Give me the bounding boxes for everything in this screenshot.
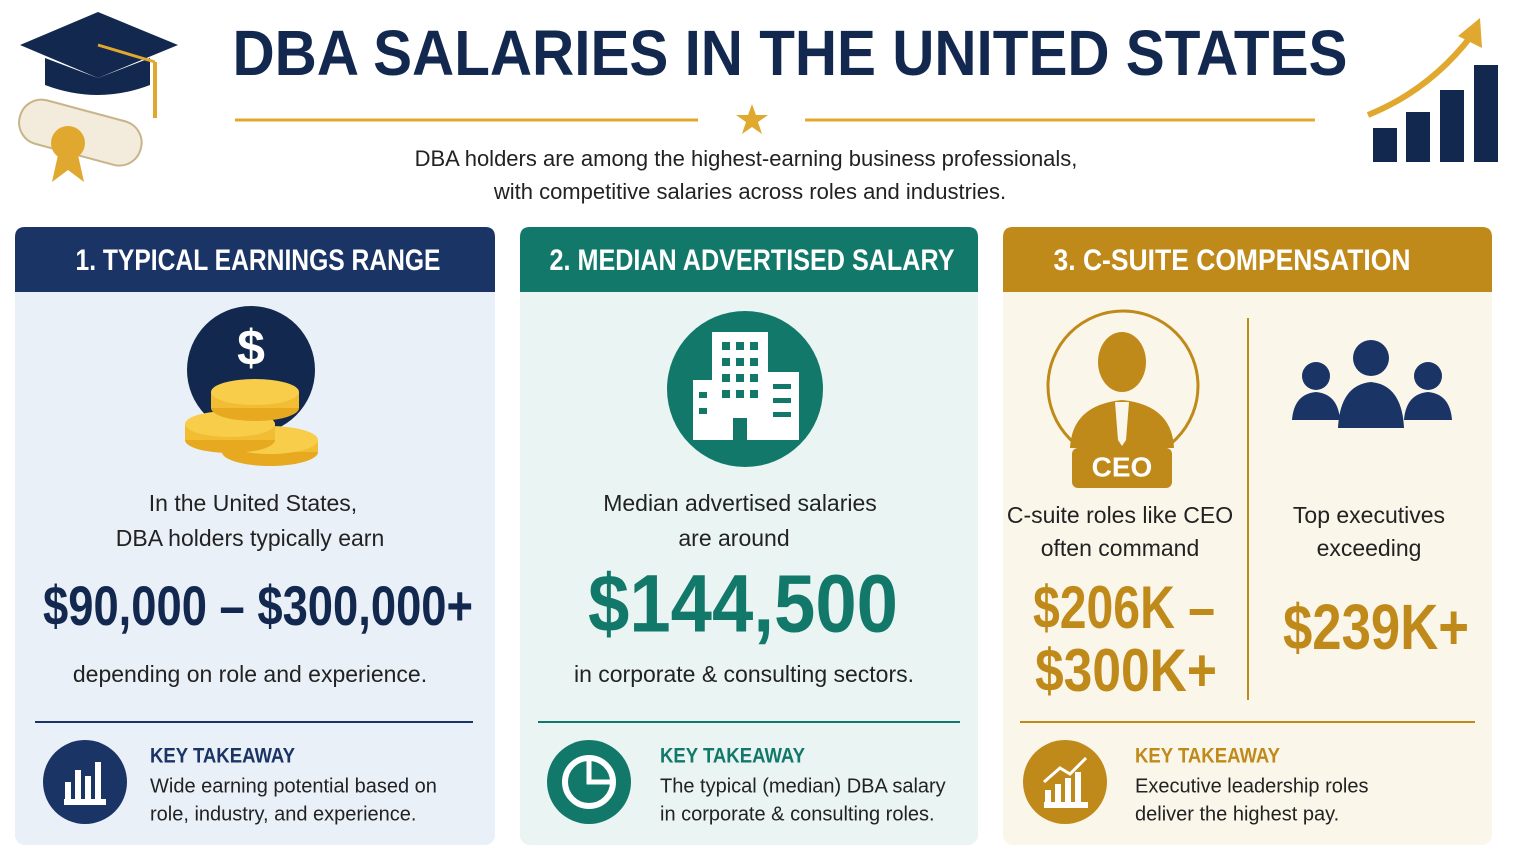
building-icon-part [765,372,799,440]
executives-icon-part [1302,362,1330,390]
takeaway-text: Wide earning potential based on [150,775,437,797]
intro: In the United States, [149,490,357,516]
card: 2. MEDIAN ADVERTISED SALARY Median adver… [520,227,978,845]
card-bg [15,227,495,845]
card: 3. C-SUITE COMPENSATION CEO C-suite role… [1003,227,1492,845]
salary-figure: $300K+ [1035,637,1217,704]
building-icon-part-part [722,374,730,382]
intro: exceeding [1317,535,1422,561]
badge-label: CEO [1092,451,1153,482]
subtitle: DBA holders are among the highest-earnin… [415,146,1078,171]
salary-figure: $239K+ [1283,591,1469,663]
salary-figure: $90,000 – $300,000+ [43,574,473,637]
card-heading: 3. C-SUITE COMPENSATION [1054,244,1411,277]
takeaway-text: role, industry, and experience. [150,803,416,825]
graduation-icon-part [51,126,85,160]
executives-icon-part [1353,340,1389,376]
graduation-icon [18,12,178,182]
building-icon-part-part [736,390,744,398]
building-icon-part-part [773,384,791,389]
takeaway-label: KEY TAKEAWAY [150,745,295,768]
growth-chart-icon-part [1474,65,1498,162]
takeaway-icon [43,740,127,824]
takeaway-text: in corporate & consulting roles. [660,803,935,825]
note: depending on role and experience. [73,661,427,687]
card-heading: 2. MEDIAN ADVERTISED SALARY [550,244,955,277]
badge [1072,448,1172,488]
building-icon-part-part [736,342,744,350]
building-icon-part-part [773,412,791,417]
card: 1. TYPICAL EARNINGS RANGE $ In the Unite… [15,227,495,845]
building-icon-part-part [750,390,758,398]
salary-figure: $144,500 [588,559,898,650]
coins-icon-part: $ [237,320,265,376]
ceo-icon-part [1115,402,1129,446]
takeaway-label: KEY TAKEAWAY [1135,745,1280,768]
executives-icon-part [1292,392,1340,420]
intro: DBA holders typically earn [116,525,384,551]
card-header [520,227,978,292]
executives-icon [1292,340,1452,428]
card-bg [520,227,978,845]
takeaway-icon-part [1044,772,1088,808]
building-icon [667,311,823,467]
growth-chart-icon-part [1440,90,1464,162]
intro: C-suite roles like CEO [1007,502,1233,528]
takeaway-icon-part [64,762,106,805]
growth-chart-icon-part [1373,128,1397,162]
subtitle: with competitive salaries across roles a… [493,179,1006,204]
title: DBA SALARIES IN THE UNITED STATES [233,17,1348,89]
building-icon-part-part [722,390,730,398]
takeaway-label: KEY TAKEAWAY [660,745,805,768]
executives-icon-part [1414,362,1442,390]
building-icon-part-part [722,358,730,366]
graduation-icon-part [97,43,156,64]
building-icon-part-part [736,374,744,382]
building-icon-part [699,342,791,440]
card-header [15,227,495,292]
executives-icon-part [1338,382,1404,428]
growth-chart-icon-part [1406,112,1430,162]
takeaway-text: The typical (median) DBA salary [660,775,946,797]
takeaway-text: Executive leadership roles [1135,775,1368,797]
salary-figure: $206K – [1033,574,1215,641]
takeaway-text: deliver the highest pay. [1135,803,1339,825]
card-header [1003,227,1492,292]
building-icon-part-part [699,392,707,398]
takeaway-icon-part [1043,756,1088,784]
building-icon-part-part [699,408,707,414]
growth-chart-icon-part [1366,33,1475,118]
intro: are around [678,525,789,551]
intro: Top executives [1293,502,1445,528]
takeaway-icon-part [586,758,613,785]
building-icon-part-part [773,398,791,403]
building-icon-part-part [736,358,744,366]
building-icon-part-part [750,358,758,366]
takeaway-icon [547,740,631,824]
ceo-icon-part [1098,332,1146,392]
card-heading: 1. TYPICAL EARNINGS RANGE [76,244,441,277]
coins-icon: $ [185,306,318,466]
growth-chart-icon-part [1458,18,1482,48]
coins-icon-part [211,379,299,405]
graduation-icon-part [52,155,84,182]
building-icon-part-part [733,418,747,440]
building-icon-part-part [750,342,758,350]
graduation-icon-part [45,58,150,95]
intro: often command [1041,535,1200,561]
ceo-icon [1046,309,1200,463]
takeaway-icon [1023,740,1107,824]
star [736,104,768,134]
intro: Median advertised salaries [603,490,877,516]
executives-icon-part [1404,392,1452,420]
growth-chart-icon [1366,18,1498,162]
building-icon-part-part [722,342,730,350]
building-icon-part-part [750,374,758,382]
note: in corporate & consulting sectors. [574,661,914,687]
